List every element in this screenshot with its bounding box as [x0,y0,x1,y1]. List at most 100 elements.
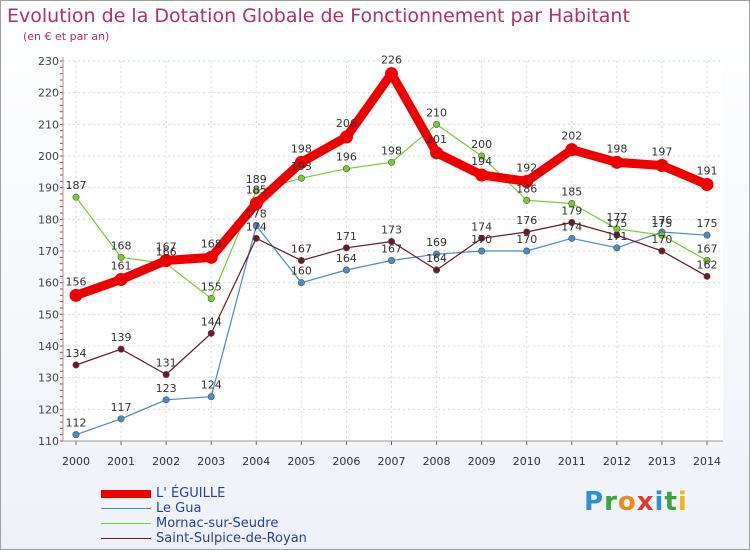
data-point-l-eguille [339,130,353,144]
brand-letter: i [677,487,688,517]
legend-label-saint-sulpice: Saint-Sulpice-de-Royan [156,531,307,546]
data-point-l-eguille [700,178,714,191]
legend-label-mornac: Mornac-sur-Seudre [156,516,279,531]
data-point-le-gua [613,244,621,252]
data-point-l-eguille [114,273,128,286]
data-point-l-eguille [294,155,308,169]
data-point-mornac-sur-seudre [658,231,666,239]
data-point-le-gua [72,431,80,439]
data-point-mornac-sur-seudre [703,256,711,264]
legend-label-leguille: L' ÉGUILLE [156,486,226,501]
chart-title: Evolution de la Dotation Globale de Fonc… [7,5,630,27]
data-point-saint-sulpice-de-royan [478,234,486,242]
x-tick-label: 2006 [332,455,360,468]
chart-subtitle: (en € et par an) [23,30,110,43]
data-label-l-eguille: 191 [697,165,718,178]
data-point-saint-sulpice-de-royan [613,231,621,239]
data-point-l-eguille [520,174,534,188]
data-point-le-gua [162,396,170,404]
data-label-mornac-sur-seudre: 198 [381,144,402,157]
data-point-saint-sulpice-de-royan [703,272,711,280]
data-label-mornac-sur-seudre: 196 [336,151,357,164]
brand-letter: o [617,487,637,517]
data-label-l-eguille: 192 [516,161,537,174]
axis-layer: 110 120 130 140 150 160 170 180 190 200 210 220 230 2… [38,55,723,468]
data-point-l-eguille [430,146,444,160]
y-tick-label: 130 [38,372,59,385]
data-point-mornac-sur-seudre [523,196,531,204]
data-point-l-eguille [249,197,263,210]
series-layer [69,67,714,439]
data-label-saint-sulpice-de-royan: 139 [111,331,132,344]
data-point-l-eguille [204,250,218,264]
data-label-le-gua: 171 [606,230,627,243]
data-point-l-eguille [565,143,579,157]
y-tick-label: 120 [38,403,59,416]
data-point-saint-sulpice-de-royan [387,238,395,246]
data-label-mornac-sur-seudre: 155 [201,281,222,294]
data-label-le-gua: 164 [336,252,357,265]
data-point-le-gua [478,247,486,255]
data-point-saint-sulpice-de-royan [72,361,80,369]
data-point-saint-sulpice-de-royan [207,329,215,337]
data-label-le-gua: 112 [66,417,87,430]
data-point-le-gua [387,256,395,264]
data-label-le-gua: 170 [516,233,537,246]
data-point-le-gua [252,222,260,230]
legend-swatch-le-gua [101,508,151,509]
data-label-mornac-sur-seudre: 200 [471,138,492,151]
data-label-mornac-sur-seudre: 167 [697,243,718,256]
data-label-saint-sulpice-de-royan: 176 [516,214,537,227]
data-label-mornac-sur-seudre: 175 [651,217,672,230]
data-point-saint-sulpice-de-royan [342,244,350,252]
data-label-l-eguille: 168 [201,237,222,250]
data-label-mornac-sur-seudre: 189 [246,173,267,186]
data-label-le-gua: 178 [246,208,267,221]
data-label-le-gua: 174 [561,220,582,233]
data-point-le-gua [523,247,531,255]
data-point-saint-sulpice-de-royan [658,247,666,255]
data-label-mornac-sur-seudre: 186 [516,182,537,195]
data-label-l-eguille: 201 [426,133,447,146]
data-label-le-gua: 175 [697,217,718,230]
data-point-le-gua [207,393,215,401]
x-tick-label: 2013 [648,455,676,468]
y-tick-label: 230 [38,55,59,68]
x-tick-label: 2012 [603,455,631,468]
x-tick-label: 2000 [62,455,90,468]
brand-letter: P [584,487,605,517]
data-point-saint-sulpice-de-royan [162,370,170,378]
x-tick-label: 2008 [423,455,451,468]
brand-letter: t [664,487,678,517]
y-tick-label: 170 [38,245,59,258]
data-point-saint-sulpice-de-royan [297,256,305,264]
y-tick-label: 200 [38,150,59,163]
y-tick-label: 190 [38,182,59,195]
data-label-saint-sulpice-de-royan: 174 [246,220,267,233]
data-label-mornac-sur-seudre: 193 [291,160,312,173]
data-label-l-eguille: 167 [156,241,177,254]
data-point-saint-sulpice-de-royan [433,266,441,274]
data-label-le-gua: 176 [651,214,672,227]
data-label-le-gua: 169 [426,236,447,249]
data-label-le-gua: 124 [201,379,222,392]
data-point-mornac-sur-seudre [568,200,576,208]
legend-label-le-gua: Le Gua [156,501,202,516]
brand-letter: i [654,487,665,517]
y-tick-label: 180 [38,213,59,226]
x-tick-label: 2003 [197,455,225,468]
x-tick-label: 2007 [378,455,406,468]
data-label-saint-sulpice-de-royan: 179 [561,205,582,218]
data-label-mornac-sur-seudre: 177 [606,211,627,224]
data-point-l-eguille [610,155,624,169]
y-tick-label: 150 [38,308,59,321]
data-point-le-gua [117,415,125,423]
data-point-le-gua [433,250,441,258]
data-point-l-eguille [159,254,173,267]
y-tick-label: 110 [38,435,59,448]
data-point-mornac-sur-seudre [117,253,125,261]
data-point-saint-sulpice-de-royan [252,234,260,242]
data-label-saint-sulpice-de-royan: 134 [66,347,87,360]
